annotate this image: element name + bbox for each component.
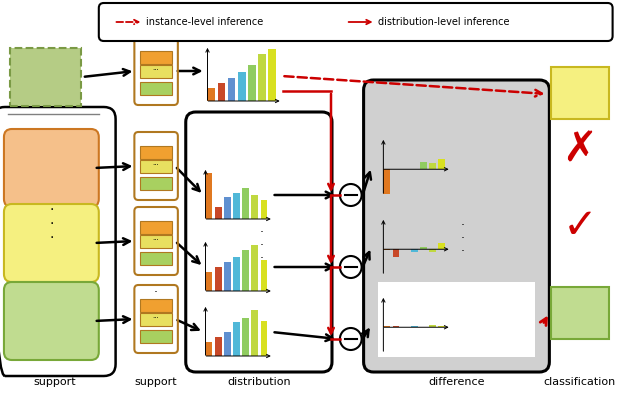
FancyBboxPatch shape <box>99 3 613 41</box>
Text: query: query <box>15 49 47 59</box>
Text: support: support <box>135 377 177 387</box>
Bar <box>205 342 212 356</box>
Bar <box>378 282 535 357</box>
Bar <box>224 262 231 291</box>
Bar <box>140 221 172 234</box>
Bar <box>140 160 172 173</box>
Text: difference: difference <box>428 377 485 387</box>
Bar <box>411 326 418 327</box>
Bar <box>251 245 258 291</box>
Bar <box>224 332 231 356</box>
Text: ···: ··· <box>153 237 160 243</box>
FancyBboxPatch shape <box>4 129 99 207</box>
Bar <box>140 82 172 95</box>
Bar <box>248 65 256 101</box>
Bar <box>261 200 268 219</box>
Bar <box>261 260 268 291</box>
Bar <box>140 313 172 326</box>
Bar <box>140 235 172 248</box>
Bar <box>392 249 399 256</box>
Bar <box>233 322 240 356</box>
Text: support: support <box>33 377 76 387</box>
Bar <box>140 299 172 312</box>
Bar <box>552 67 608 119</box>
Bar <box>429 325 436 327</box>
Text: ···: ··· <box>153 315 160 321</box>
Bar <box>140 65 172 78</box>
Bar <box>420 247 427 249</box>
Bar <box>215 207 222 219</box>
Bar <box>140 50 172 64</box>
Bar <box>215 337 222 356</box>
Text: ·
·
·: · · · <box>260 227 264 266</box>
Bar <box>140 146 172 159</box>
Bar <box>251 310 258 356</box>
Bar <box>233 257 240 291</box>
Bar <box>383 326 390 327</box>
FancyBboxPatch shape <box>364 80 549 372</box>
Text: ·
·
·: · · · <box>154 286 158 325</box>
Text: ✓: ✓ <box>563 205 597 247</box>
Text: distribution-level inference: distribution-level inference <box>378 17 510 27</box>
Text: ···: ··· <box>153 67 160 73</box>
Circle shape <box>340 256 362 278</box>
Bar <box>208 88 215 101</box>
Bar <box>420 162 427 169</box>
Text: classification: classification <box>544 377 616 387</box>
Bar <box>215 267 222 291</box>
Bar <box>10 48 81 106</box>
Bar <box>205 173 212 219</box>
FancyBboxPatch shape <box>4 282 99 360</box>
Bar <box>439 159 446 169</box>
Bar <box>218 83 225 101</box>
Bar <box>429 163 436 169</box>
Text: ✗: ✗ <box>563 129 597 171</box>
Bar <box>242 318 249 356</box>
Bar <box>140 177 172 190</box>
Bar <box>258 54 266 101</box>
Bar <box>228 78 235 101</box>
Bar <box>205 272 212 291</box>
Bar <box>439 243 446 249</box>
Bar <box>552 287 608 339</box>
Circle shape <box>340 184 362 206</box>
Bar <box>261 322 268 356</box>
Bar <box>140 330 172 343</box>
Text: ···: ··· <box>153 162 160 168</box>
Text: instance-level inference: instance-level inference <box>146 17 263 27</box>
Bar <box>411 249 418 252</box>
FancyBboxPatch shape <box>4 204 99 282</box>
Bar <box>251 195 258 219</box>
Bar <box>242 250 249 291</box>
Bar <box>224 197 231 219</box>
Bar <box>439 326 446 327</box>
Text: distribution: distribution <box>227 377 291 387</box>
Bar <box>429 249 436 252</box>
Bar <box>242 188 249 219</box>
Circle shape <box>340 328 362 350</box>
Text: ·
·
·: · · · <box>461 219 464 258</box>
Bar <box>268 49 276 101</box>
Bar <box>140 252 172 265</box>
Bar <box>383 249 390 251</box>
Text: ·
·
·: · · · <box>49 203 54 245</box>
Bar <box>383 169 390 194</box>
Bar <box>233 193 240 219</box>
Bar <box>392 326 399 327</box>
Bar <box>238 72 246 101</box>
